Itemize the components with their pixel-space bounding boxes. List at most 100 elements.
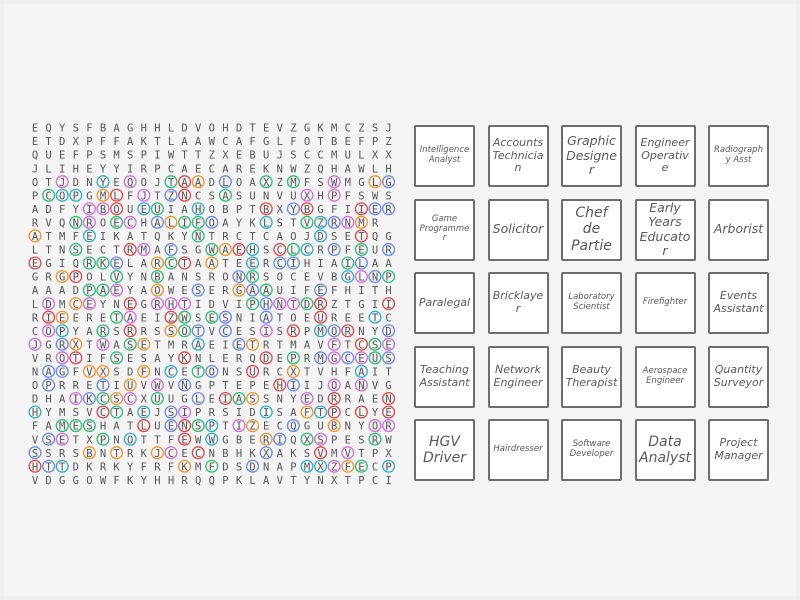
grid-letter[interactable]: S	[73, 123, 79, 135]
grid-letter[interactable]: I	[236, 299, 242, 311]
grid-letter[interactable]: Q	[317, 163, 323, 175]
grid-letter[interactable]: V	[86, 407, 93, 419]
grid-letter[interactable]: A	[345, 163, 352, 175]
grid-letter[interactable]: F	[59, 204, 65, 216]
grid-letter[interactable]: D	[32, 394, 38, 406]
grid-letter[interactable]: W	[372, 190, 379, 202]
grid-letter[interactable]: E	[263, 380, 269, 392]
grid-letter[interactable]: M	[290, 177, 296, 189]
grid-letter[interactable]: E	[86, 245, 92, 257]
grid-letter[interactable]: E	[181, 448, 187, 460]
grid-letter[interactable]: O	[59, 353, 65, 365]
answer-tile[interactable]: Firefighter	[634, 272, 696, 334]
grid-letter[interactable]: W	[181, 312, 188, 324]
grid-letter[interactable]: F	[209, 461, 215, 473]
grid-letter[interactable]: N	[113, 299, 119, 311]
grid-letter[interactable]: A	[345, 380, 352, 392]
grid-letter[interactable]: E	[249, 163, 255, 175]
grid-letter[interactable]: F	[345, 367, 351, 379]
grid-letter[interactable]: I	[372, 367, 378, 379]
grid-letter[interactable]: L	[45, 163, 51, 175]
grid-letter[interactable]: U	[127, 204, 133, 216]
grid-letter[interactable]: M	[317, 326, 323, 338]
grid-letter[interactable]: O	[32, 380, 38, 392]
grid-letter[interactable]: M	[317, 353, 323, 365]
grid-letter[interactable]: R	[127, 326, 134, 338]
grid-letter[interactable]: T	[141, 231, 148, 243]
grid-letter[interactable]: K	[127, 475, 134, 486]
grid-letter[interactable]: H	[317, 190, 323, 202]
grid-letter[interactable]: F	[304, 285, 310, 297]
grid-letter[interactable]: E	[236, 245, 242, 257]
grid-letter[interactable]: N	[345, 421, 351, 433]
grid-letter[interactable]: C	[290, 272, 296, 284]
grid-letter[interactable]: B	[100, 204, 106, 216]
grid-letter[interactable]: G	[59, 367, 65, 379]
grid-letter[interactable]: F	[100, 136, 106, 148]
grid-letter[interactable]: E	[304, 312, 310, 324]
grid-letter[interactable]: J	[385, 123, 391, 135]
grid-letter[interactable]: A	[277, 448, 284, 460]
grid-letter[interactable]: W	[209, 136, 216, 148]
grid-letter[interactable]: O	[290, 312, 296, 324]
grid-letter[interactable]: N	[277, 299, 283, 311]
grid-letter[interactable]: Y	[73, 204, 80, 216]
grid-letter[interactable]: F	[100, 353, 106, 365]
grid-letter[interactable]: A	[168, 272, 175, 284]
grid-letter[interactable]: F	[73, 231, 79, 243]
grid-letter[interactable]: I	[195, 299, 201, 311]
grid-letter[interactable]: T	[113, 448, 120, 460]
grid-letter[interactable]: T	[59, 461, 66, 473]
answer-tile[interactable]: Game Programmer	[414, 198, 475, 261]
grid-letter[interactable]: P	[249, 299, 255, 311]
grid-letter[interactable]: F	[86, 123, 92, 135]
grid-letter[interactable]: L	[100, 272, 106, 284]
grid-letter[interactable]: V	[141, 380, 148, 392]
grid-letter[interactable]: M	[358, 217, 364, 229]
grid-letter[interactable]: K	[113, 231, 120, 243]
grid-letter[interactable]: V	[113, 272, 120, 284]
grid-letter[interactable]: M	[345, 177, 351, 189]
grid-letter[interactable]: T	[181, 299, 188, 311]
grid-letter[interactable]: P	[86, 150, 92, 162]
grid-letter[interactable]: E	[181, 434, 187, 446]
grid-letter[interactable]: A	[181, 136, 188, 148]
grid-letter[interactable]: J	[32, 339, 38, 351]
grid-letter[interactable]: Q	[290, 434, 296, 446]
grid-letter[interactable]: P	[304, 326, 310, 338]
grid-letter[interactable]: U	[249, 190, 255, 202]
grid-letter[interactable]: R	[345, 326, 352, 338]
grid-letter[interactable]: K	[86, 394, 93, 406]
grid-letter[interactable]: W	[100, 339, 107, 351]
grid-letter[interactable]: H	[168, 475, 174, 486]
grid-letter[interactable]: I	[385, 475, 391, 486]
grid-letter[interactable]: N	[222, 367, 228, 379]
grid-letter[interactable]: S	[73, 245, 79, 257]
grid-letter[interactable]: A	[263, 475, 270, 486]
grid-letter[interactable]: R	[263, 434, 270, 446]
grid-letter[interactable]: E	[141, 312, 147, 324]
grid-letter[interactable]: L	[358, 272, 364, 284]
grid-letter[interactable]: G	[236, 285, 242, 297]
grid-letter[interactable]: H	[141, 123, 147, 135]
grid-letter[interactable]: S	[73, 407, 79, 419]
grid-letter[interactable]: U	[372, 245, 378, 257]
grid-letter[interactable]: E	[304, 394, 310, 406]
grid-letter[interactable]: N	[277, 163, 283, 175]
grid-letter[interactable]: C	[32, 326, 38, 338]
grid-letter[interactable]: T	[249, 204, 256, 216]
grid-letter[interactable]: H	[277, 380, 283, 392]
grid-letter[interactable]: S	[263, 272, 269, 284]
grid-letter[interactable]: T	[290, 299, 297, 311]
grid-letter[interactable]: A	[113, 339, 120, 351]
grid-letter[interactable]: I	[304, 380, 310, 392]
grid-letter[interactable]: Y	[59, 123, 66, 135]
grid-letter[interactable]: N	[141, 272, 147, 284]
grid-letter[interactable]: C	[277, 245, 283, 257]
grid-letter[interactable]: E	[236, 258, 242, 270]
grid-letter[interactable]: R	[154, 299, 161, 311]
grid-letter[interactable]: G	[385, 231, 391, 243]
grid-letter[interactable]: D	[249, 461, 255, 473]
grid-letter[interactable]: C	[168, 163, 174, 175]
